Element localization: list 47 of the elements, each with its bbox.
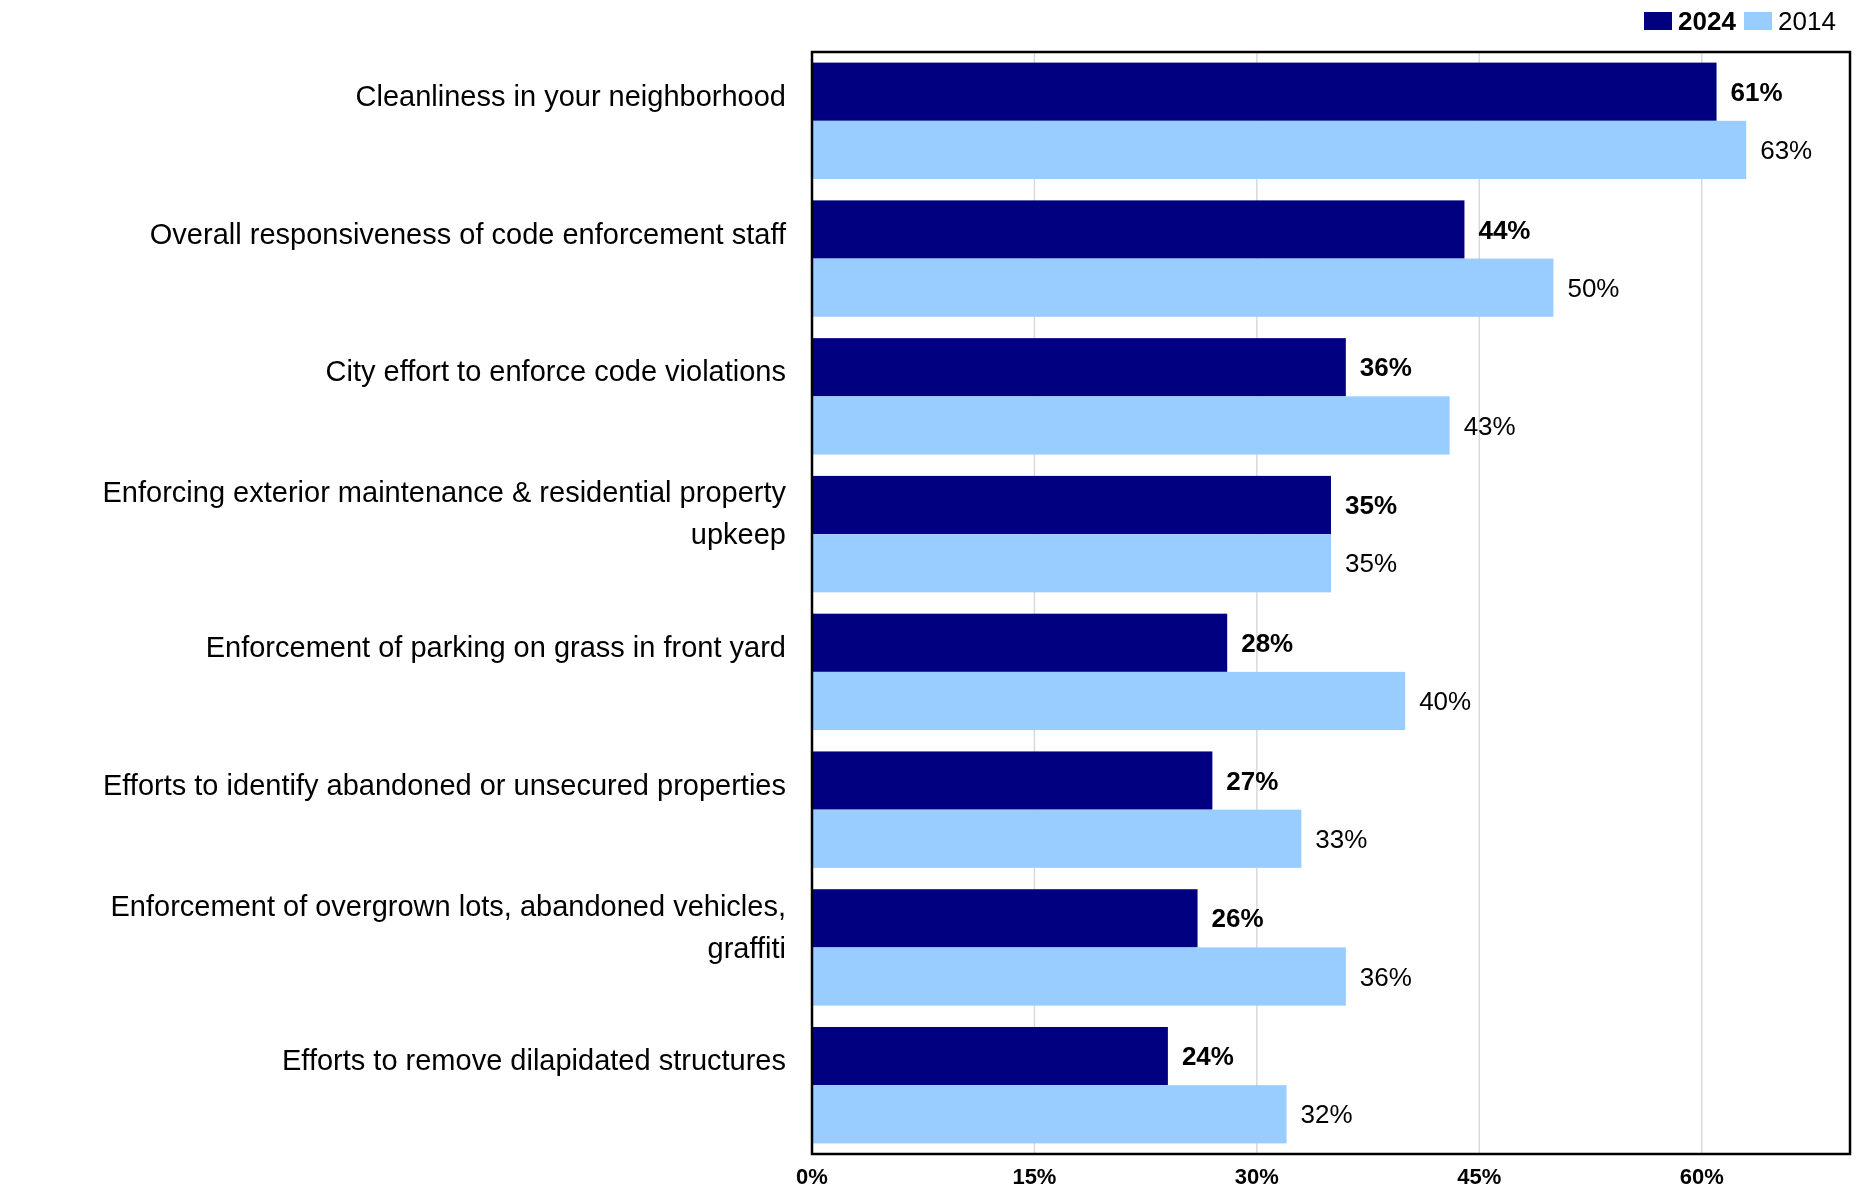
data-label: 50% — [1567, 272, 1620, 303]
y-tick-label: Enforcement of parking on grass in front yard — [205, 631, 786, 664]
legend-label: 2014 — [1778, 6, 1836, 37]
y-tick-label: Overall responsiveness of code enforcement staff — [149, 217, 787, 250]
legend-label: 2024 — [1678, 6, 1737, 37]
data-label: 63% — [1760, 135, 1813, 166]
bar — [812, 200, 1465, 259]
y-tick-label: Enforcing exterior maintenance & residential property upkeep — [102, 476, 787, 551]
y-tick-label: City effort to enforce code violations — [325, 355, 786, 388]
data-label: 36% — [1359, 352, 1412, 383]
bar — [812, 1026, 1168, 1086]
y-tick-label: Cleanliness in your neighborhood — [355, 79, 786, 112]
data-label: 43% — [1463, 410, 1516, 441]
bar — [812, 120, 1747, 180]
data-label: 33% — [1315, 823, 1368, 854]
x-tick-label: 30% — [1234, 1164, 1279, 1189]
bar — [812, 338, 1346, 397]
data-label: 40% — [1419, 686, 1472, 717]
bar — [812, 751, 1213, 810]
x-tick-label: 45% — [1457, 1164, 1502, 1189]
y-tick-label: Efforts to remove dilapidated structures — [282, 1044, 786, 1077]
data-label: 35% — [1345, 490, 1398, 521]
bar — [812, 396, 1450, 455]
bar — [812, 1085, 1287, 1144]
y-tick-label: Efforts to identify abandoned or unsecured properties — [102, 768, 786, 801]
x-tick-label: 0% — [796, 1164, 828, 1189]
data-label: 27% — [1226, 765, 1279, 796]
bar — [812, 613, 1228, 672]
data-label: 28% — [1241, 627, 1294, 658]
bar — [812, 475, 1331, 535]
bar — [812, 671, 1406, 731]
bar — [812, 947, 1346, 1006]
y-tick-label: Enforcement of overgrown lots, abandoned vehicles, graffiti — [110, 889, 786, 964]
bar — [812, 809, 1302, 868]
bar — [812, 534, 1331, 593]
data-label: 61% — [1730, 76, 1783, 107]
data-label: 44% — [1478, 214, 1531, 245]
x-tick-label: 15% — [1012, 1164, 1057, 1189]
data-label: 24% — [1181, 1041, 1234, 1072]
data-label: 26% — [1211, 903, 1264, 934]
x-tick-label: 60% — [1679, 1164, 1724, 1189]
bar — [812, 258, 1554, 317]
data-label: 35% — [1345, 548, 1398, 579]
data-label: 36% — [1359, 961, 1412, 992]
data-label: 32% — [1300, 1099, 1353, 1130]
bar — [812, 889, 1198, 948]
bar — [812, 62, 1717, 121]
